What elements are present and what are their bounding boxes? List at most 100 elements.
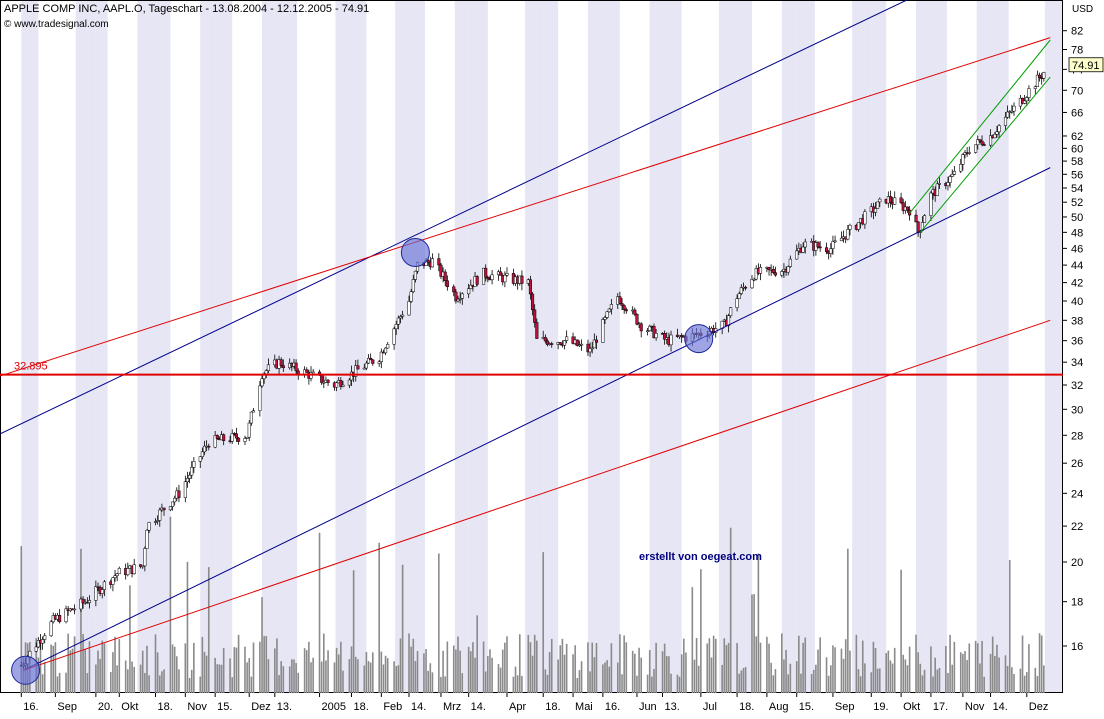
volume-bar [222, 647, 225, 693]
volume-bar [246, 662, 248, 693]
volume-bar [917, 652, 919, 693]
volume-bar [514, 666, 517, 693]
volume-bar [325, 660, 327, 693]
y-tick-label: 42 [1071, 278, 1083, 290]
candle-body [115, 573, 119, 577]
x-tick-label: Sep [57, 701, 77, 713]
candle-body [967, 152, 971, 154]
candle-body [322, 381, 326, 384]
volume-bar [280, 661, 282, 693]
volume-bar [333, 662, 336, 693]
volume-bar [312, 657, 314, 693]
x-tick-label: Sep [835, 701, 855, 713]
candle-body [409, 291, 413, 302]
x-tick-label: Mai [575, 701, 593, 713]
volume-bar [425, 648, 427, 693]
volume-bar [452, 645, 455, 693]
y-tick-label: 32 [1071, 380, 1083, 392]
volume-bar [99, 658, 101, 693]
candle-body [452, 286, 456, 293]
volume-bar [393, 661, 395, 693]
candle-body [58, 615, 62, 623]
candle-body [198, 456, 202, 462]
y-tick-label: 44 [1071, 260, 1083, 272]
volume-bar [889, 660, 892, 693]
volume-bar [891, 663, 894, 693]
y-tick-label: 56 [1071, 169, 1083, 181]
volume-bar [352, 570, 355, 693]
volume-bar [996, 644, 998, 693]
candle-body [34, 646, 38, 652]
volume-bar [695, 637, 698, 693]
candle-body [475, 276, 479, 285]
volume-bar [930, 646, 932, 693]
volume-bar [350, 646, 353, 693]
volume-bar [154, 634, 157, 693]
volume-bar [755, 636, 758, 693]
volume-bar [783, 659, 785, 693]
candle-body [79, 598, 83, 610]
candle-body [654, 333, 658, 339]
volume-bar [915, 634, 917, 693]
candle-body [386, 344, 390, 349]
source-credit: © www.tradesignal.com [4, 19, 109, 30]
x-tick-label: 15. [217, 701, 232, 713]
volume-bar [190, 669, 193, 693]
volume-bar [753, 594, 755, 693]
volume-bar [936, 669, 939, 693]
stripe [602, 0, 620, 693]
candle-body [251, 410, 256, 413]
candle-body [816, 242, 820, 248]
volume-bar [825, 657, 828, 693]
candle-body [413, 270, 417, 280]
volume-bar [199, 676, 202, 693]
volume-bar [668, 656, 670, 693]
volume-bar [80, 548, 82, 693]
candle-body [443, 271, 447, 281]
volume-bar [623, 635, 625, 693]
candle-body [200, 451, 204, 457]
volume-bar [233, 647, 236, 693]
y-tick-label: 62 [1071, 131, 1083, 143]
candle-body [935, 183, 939, 196]
candle-body [594, 339, 599, 343]
volume-bar [902, 654, 905, 693]
candle-body [520, 275, 524, 284]
volume-bar [169, 516, 172, 693]
candle-body [207, 445, 211, 448]
volume-bar [365, 651, 368, 693]
candle-body [126, 568, 130, 576]
candle-body [620, 303, 624, 306]
volume-bar [676, 674, 679, 693]
trend-line-red [0, 37, 1051, 377]
volume-bar [337, 654, 340, 693]
x-tick-label: Nov [187, 701, 207, 713]
stripe [335, 0, 352, 693]
candle-body [729, 307, 733, 316]
candle-body [618, 296, 622, 304]
volume-bar [354, 656, 357, 693]
volume-bar [308, 641, 310, 693]
candle-body [173, 497, 177, 503]
volume-bar [218, 664, 221, 693]
volume-bar [39, 643, 42, 693]
candle-body [1010, 110, 1014, 113]
candle-body [737, 293, 741, 299]
volume-bar [163, 669, 165, 693]
volume-bar [580, 661, 583, 693]
volume-bar [685, 652, 687, 693]
y-tick-label: 50 [1071, 212, 1083, 224]
volume-bar [766, 636, 768, 693]
volume-bar [900, 569, 902, 693]
candle-body [780, 271, 784, 276]
volume-bar [712, 635, 715, 693]
stripe [262, 0, 275, 693]
volume-bar [408, 633, 410, 693]
volume-bar [263, 636, 265, 693]
volume-bar [52, 645, 55, 693]
volume-bar [237, 634, 240, 693]
volume-bar [876, 668, 879, 693]
volume-bar [787, 674, 789, 693]
candle-body [398, 316, 403, 319]
candle-body [437, 258, 441, 266]
